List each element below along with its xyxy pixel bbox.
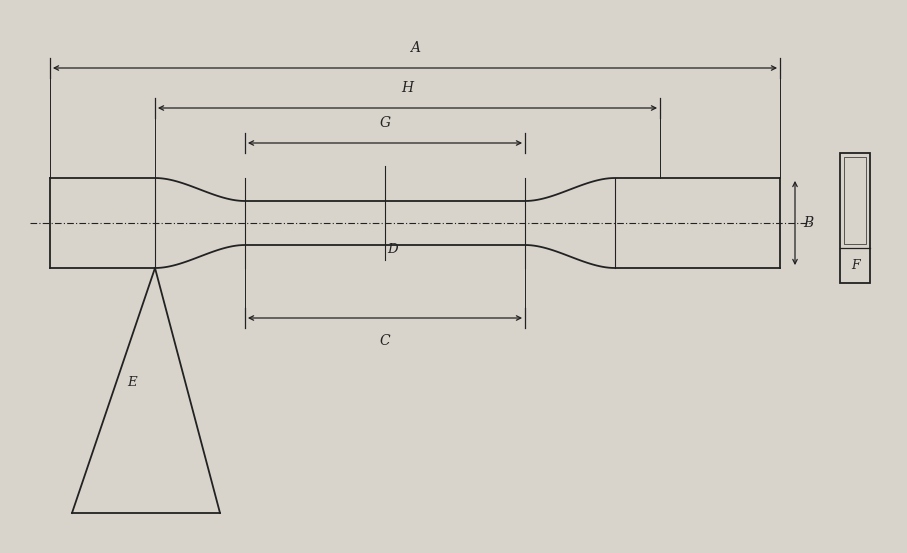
Text: B: B xyxy=(803,216,814,230)
Text: E: E xyxy=(127,377,137,389)
Text: H: H xyxy=(402,81,414,95)
Bar xyxy=(840,153,870,283)
Bar xyxy=(844,157,866,244)
Text: G: G xyxy=(379,116,391,130)
Text: A: A xyxy=(410,41,420,55)
Text: C: C xyxy=(380,334,390,348)
Text: D: D xyxy=(387,243,398,256)
Text: F: F xyxy=(851,259,859,272)
